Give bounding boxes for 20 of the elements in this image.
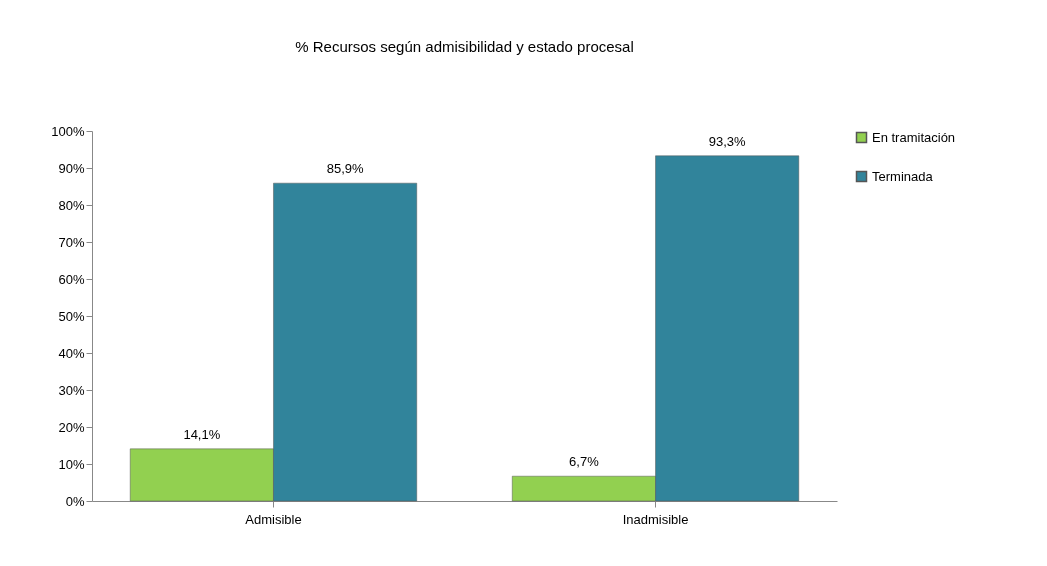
y-tick-label: 80% (58, 197, 85, 213)
y-tick-label: 10% (58, 456, 85, 472)
data-label: 85,9% (326, 161, 364, 177)
data-label: 14,1% (183, 426, 221, 442)
y-tick-label: 40% (58, 345, 85, 361)
y-tick-label: 30% (58, 382, 85, 398)
data-label: 6,7% (569, 454, 600, 470)
y-tick-label: 20% (58, 419, 85, 435)
chart-title: % Recursos según admisibilidad y estado procesal (295, 38, 634, 55)
y-tick-label: 0% (65, 493, 85, 509)
data-label: 93,3% (708, 133, 747, 149)
legend-label: En tramitación (872, 129, 956, 145)
x-tick-label: Admisible (245, 511, 302, 527)
legend-label: Terminada (872, 168, 934, 184)
y-tick-label: 50% (58, 308, 85, 324)
y-tick-label: 90% (58, 160, 85, 176)
y-tick-label: 70% (58, 234, 85, 250)
y-tick-label: 100% (51, 123, 85, 139)
x-tick-label: Inadmisible (622, 511, 689, 527)
y-tick-label: 60% (58, 271, 85, 287)
